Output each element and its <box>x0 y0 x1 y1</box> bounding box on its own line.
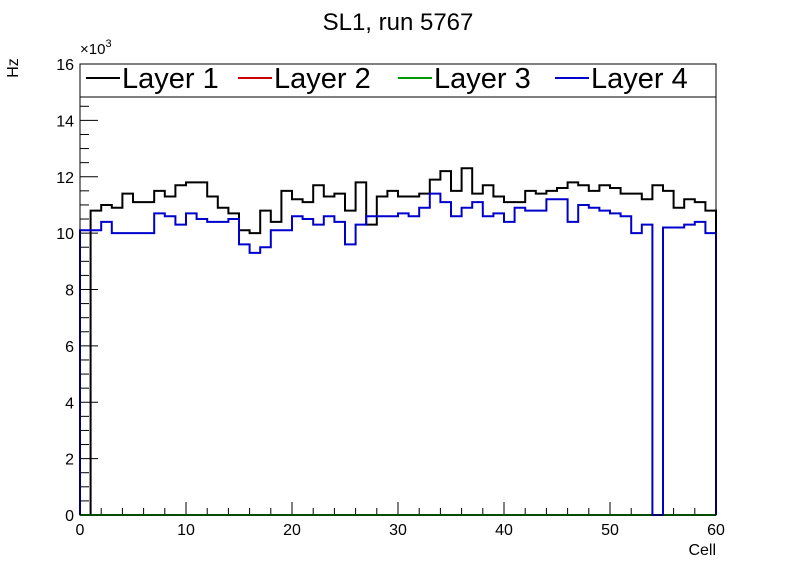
legend-label-3: Layer 3 <box>434 63 531 95</box>
x-axis-title: Cell <box>688 542 716 559</box>
x-tick-label: 40 <box>495 522 513 539</box>
x-tick-label: 30 <box>389 522 407 539</box>
y-tick-label: 8 <box>65 283 74 300</box>
legend-label-2: Layer 2 <box>274 63 371 95</box>
y-tick-label: 4 <box>65 395 74 412</box>
y-tick-label: 2 <box>65 452 74 469</box>
y-tick-label: 12 <box>56 170 74 187</box>
x-tick-label: 0 <box>76 522 85 539</box>
series-line-4 <box>79 192 717 516</box>
x-tick-label: 20 <box>283 522 301 539</box>
y-axis-multiplier: ×103 <box>80 38 112 58</box>
y-axis-title: Hz <box>5 58 22 78</box>
x-tick-label: 50 <box>601 522 619 539</box>
y-tick-label: 10 <box>56 226 74 243</box>
legend: Layer 1 Layer 2 Layer 3 Layer 4 <box>79 63 717 98</box>
y-tick-label: 14 <box>56 113 74 130</box>
y-tick-label: 16 <box>56 57 74 74</box>
legend-label-1: Layer 1 <box>122 63 219 95</box>
x-tick-label: 10 <box>177 522 195 539</box>
y-axis-multiplier-exponent: 3 <box>105 38 111 50</box>
histogram-series <box>79 167 717 516</box>
chart-title: SL1, run 5767 <box>323 9 474 36</box>
legend-box <box>79 63 717 98</box>
y-tick-label: 0 <box>65 508 74 525</box>
x-tick-label: 60 <box>707 522 725 539</box>
series-line-1 <box>80 167 717 516</box>
legend-label-4: Layer 4 <box>591 63 688 95</box>
plot-frame <box>79 63 717 516</box>
y-axis-multiplier-base: ×10 <box>80 41 105 58</box>
axis-ticks: 0 10 20 30 40 50 60 0 2 4 6 8 10 12 14 16 <box>56 57 725 539</box>
y-tick-label: 6 <box>65 339 74 356</box>
